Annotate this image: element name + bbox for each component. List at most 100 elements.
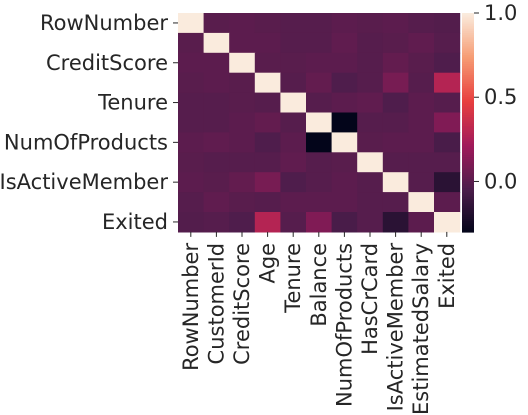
heatmap-cell-Exited-Exited	[434, 212, 461, 233]
heatmap-cell-Balance-RowNumber	[178, 112, 205, 133]
heatmap-cell-Tenure-Balance	[306, 92, 333, 114]
colorbar-segment	[462, 67, 474, 71]
heatmap-cell-Tenure-CustomerId	[203, 92, 230, 114]
colorbar-segment	[462, 18, 474, 21]
heatmap-cell-CreditScore-CreditScore	[229, 52, 256, 74]
heatmap-cell-IsActiveMember-EstimatedSalary	[408, 172, 435, 193]
heatmap-cell-HasCrCard-IsActiveMember	[382, 152, 409, 173]
colorbar-segment	[462, 27, 474, 31]
colorbar-segment	[462, 148, 474, 151]
heatmap-cell-CreditScore-Balance	[306, 52, 333, 74]
heatmap-cell-HasCrCard-HasCrCard	[357, 152, 384, 173]
colorbar-segment	[462, 175, 474, 178]
heatmap-cell-Balance-Exited	[434, 112, 461, 133]
heatmap-cell-CustomerId-HasCrCard	[357, 32, 384, 54]
heatmap-cell-RowNumber-CreditScore	[229, 13, 256, 34]
colorbar-segment	[462, 168, 474, 171]
heatmap-cell-Exited-NumOfProducts	[331, 212, 358, 233]
heatmap-cell-Age-RowNumber	[178, 72, 205, 94]
colorbar-segment	[462, 182, 474, 186]
colorbar-segment	[462, 195, 474, 198]
colorbar-segment	[462, 53, 474, 56]
colorbar-segment	[462, 22, 474, 25]
colorbar-segment	[462, 87, 474, 91]
heatmap-cell-CustomerId-Exited	[434, 32, 461, 54]
heatmap-cell-IsActiveMember-IsActiveMember	[382, 172, 409, 193]
colorbar-segment	[462, 14, 474, 18]
colorbar-segment	[462, 144, 474, 147]
colorbar-tick-label: 0.0	[484, 169, 517, 193]
heatmap-cell-EstimatedSalary-Balance	[306, 192, 333, 213]
heatmap-cell-Age-HasCrCard	[357, 72, 384, 94]
colorbar-segment	[462, 153, 474, 156]
colorbar-segment	[462, 56, 474, 60]
colorbar-segment	[462, 95, 474, 98]
heatmap-cell-HasCrCard-EstimatedSalary	[408, 152, 435, 173]
heatmap-cell-Balance-IsActiveMember	[382, 112, 409, 133]
x-tick-label: CreditScore	[230, 243, 254, 365]
heatmap-cell-Balance-HasCrCard	[357, 112, 384, 133]
colorbar-segment	[462, 133, 474, 136]
colorbar-segment	[462, 155, 474, 158]
x-tick-label: EstimatedSalary	[409, 243, 433, 415]
colorbar-segment	[462, 113, 474, 116]
heatmap-cell-CreditScore-EstimatedSalary	[408, 52, 435, 74]
x-tick-label: NumOfProducts	[332, 243, 356, 407]
colorbar-segment	[462, 118, 474, 122]
heatmap-cell-EstimatedSalary-EstimatedSalary	[408, 192, 435, 213]
heatmap-cell-IsActiveMember-Tenure	[280, 172, 307, 193]
colorbar-segment	[462, 230, 474, 233]
heatmap-cell-Balance-NumOfProducts	[331, 112, 358, 133]
heatmap-cell-Exited-Balance	[306, 212, 333, 233]
heatmap-cell-Exited-IsActiveMember	[382, 212, 409, 233]
colorbar-segment	[462, 122, 474, 125]
heatmap-cell-HasCrCard-Exited	[434, 152, 461, 173]
heatmap-cell-Tenure-RowNumber	[178, 92, 205, 114]
heatmap-cell-Balance-Balance	[306, 112, 333, 133]
heatmap-cell-RowNumber-Balance	[306, 13, 333, 34]
colorbar-segment	[462, 219, 474, 222]
colorbar-segment	[462, 42, 474, 45]
colorbar-segment	[462, 89, 474, 93]
heatmap-cell-Exited-RowNumber	[178, 212, 205, 233]
heatmap-cell-Age-Tenure	[280, 72, 307, 94]
colorbar-segment	[462, 190, 474, 193]
heatmap-cell-Exited-HasCrCard	[357, 212, 384, 233]
colorbar-segment	[462, 184, 474, 187]
colorbar-segment	[462, 186, 474, 189]
colorbar-segment	[462, 197, 474, 200]
heatmap-cell-EstimatedSalary-IsActiveMember	[382, 192, 409, 213]
colorbar-segment	[462, 75, 474, 78]
colorbar-segment	[462, 86, 474, 89]
heatmap-cell-Age-CustomerId	[203, 72, 230, 94]
x-axis-labels: RowNumber CustomerId CreditScore Age Tenure B…	[179, 231, 459, 415]
colorbar-segment	[462, 206, 474, 209]
colorbar-segment	[462, 135, 474, 138]
y-tick-label: IsActiveMember	[0, 170, 168, 194]
colorbar-segment	[462, 120, 474, 124]
colorbar-segment	[462, 228, 474, 231]
heatmap-cell-NumOfProducts-CreditScore	[229, 132, 256, 153]
heatmap-cell-Balance-Tenure	[280, 112, 307, 133]
heatmap-cell-Age-EstimatedSalary	[408, 72, 435, 94]
colorbar-segment	[462, 60, 474, 63]
colorbar-segment	[462, 107, 474, 111]
colorbar-segment	[462, 222, 474, 226]
colorbar-segment	[462, 124, 474, 127]
heatmap-cell-NumOfProducts-EstimatedSalary	[408, 132, 435, 153]
colorbar-segment	[462, 71, 474, 74]
x-tick-label: Age	[256, 243, 280, 284]
colorbar-segment	[462, 80, 474, 83]
heatmap-cell-NumOfProducts-RowNumber	[178, 132, 205, 153]
heatmap-cell-RowNumber-Tenure	[280, 13, 307, 34]
colorbar-segment	[462, 213, 474, 217]
heatmap-cell-Balance-CustomerId	[203, 112, 230, 133]
y-tick-label: Exited	[102, 210, 168, 234]
colorbar-segment	[462, 131, 474, 135]
colorbar-segment	[462, 65, 474, 69]
heatmap-cell-HasCrCard-CustomerId	[203, 152, 230, 173]
colorbar-segment	[462, 138, 474, 142]
y-tick-label: RowNumber	[40, 11, 168, 35]
colorbar-segment	[462, 217, 474, 220]
heatmap-cell-CustomerId-EstimatedSalary	[408, 32, 435, 54]
